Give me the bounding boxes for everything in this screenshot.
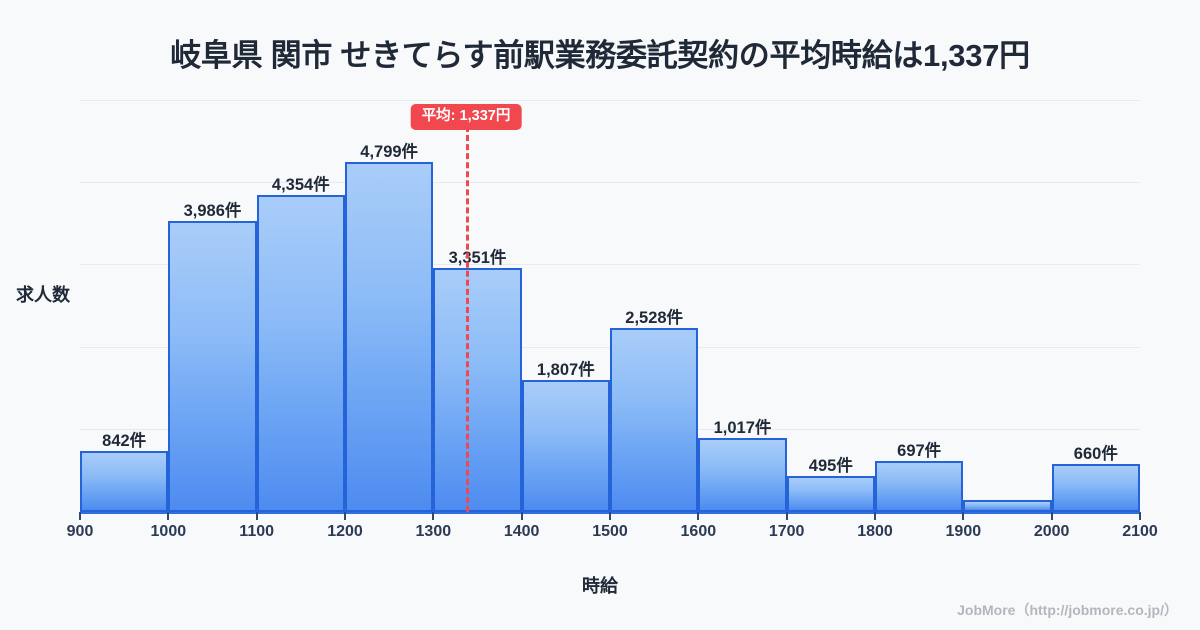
x-tick-mark	[962, 512, 965, 520]
x-tick-mark	[1050, 512, 1053, 520]
footer-credit: JobMore（http://jobmore.co.jp/）	[957, 602, 1178, 618]
x-tick-label: 1600	[680, 523, 717, 540]
histogram-bar	[521, 380, 610, 512]
bar-value-label: 1,017件	[713, 418, 772, 437]
bar-value-label: 4,799件	[360, 143, 419, 162]
x-tick-mark	[255, 512, 258, 520]
x-tick-label: 1700	[768, 523, 805, 540]
x-tick-mark	[167, 512, 170, 520]
x-tick-label: 1200	[327, 523, 363, 540]
x-tick-label: 1900	[945, 523, 982, 540]
bar-value-label: 2,528件	[625, 308, 684, 327]
x-tick-label: 1000	[150, 523, 187, 540]
x-tick-label: 900	[66, 523, 94, 540]
histogram-bar	[1051, 463, 1140, 512]
x-tick-mark	[432, 512, 435, 520]
x-tick-mark	[344, 512, 346, 520]
average-badge: 平均: 1,337円	[410, 104, 522, 130]
x-tick-label: 2000	[1033, 523, 1070, 540]
y-axis-title: 求人数	[16, 285, 70, 305]
histogram-bar	[698, 437, 787, 512]
bar-value-label: 3,351件	[448, 248, 507, 267]
x-tick-label: 1500	[592, 523, 628, 540]
x-axis-title: 時給	[582, 576, 618, 596]
gridline	[80, 264, 1140, 265]
bar-value-label: 495件	[808, 456, 853, 475]
histogram-bar	[875, 461, 964, 512]
page-title: 岐阜県 関市 せきてらす前駅業務委託契約の平均時給は1,337円	[170, 38, 1030, 73]
histogram-bar	[786, 475, 875, 512]
histogram-bar	[80, 450, 169, 512]
x-tick-mark	[520, 512, 523, 520]
x-tick-label: 2100	[1122, 523, 1158, 540]
gridline	[80, 182, 1140, 183]
histogram-bar	[256, 194, 345, 512]
x-tick-label: 1800	[857, 523, 893, 540]
bar-value-label: 842件	[102, 431, 147, 450]
gridline	[80, 100, 1140, 101]
bar-value-label: 3,986件	[183, 202, 242, 221]
x-tick-label: 1300	[415, 523, 452, 540]
histogram-bar	[963, 500, 1052, 512]
bar-value-label: 1,807件	[536, 361, 595, 380]
bar-value-label: 4,354件	[271, 175, 330, 194]
x-tick-mark	[79, 512, 81, 520]
x-tick-label: 1100	[239, 523, 275, 540]
bar-value-label: 697件	[897, 442, 942, 461]
histogram-bar	[168, 221, 257, 512]
x-tick-mark	[874, 512, 876, 520]
x-tick-mark	[697, 512, 700, 520]
histogram-bar	[610, 327, 699, 512]
x-tick-mark	[609, 512, 611, 520]
x-tick-mark	[1139, 512, 1141, 520]
average-line-marker	[466, 126, 470, 512]
histogram-bar	[433, 267, 522, 512]
bar-value-label: 660件	[1073, 444, 1118, 463]
x-tick-mark	[785, 512, 788, 520]
x-tick-label: 1400	[503, 523, 540, 540]
histogram-bar	[345, 162, 434, 512]
